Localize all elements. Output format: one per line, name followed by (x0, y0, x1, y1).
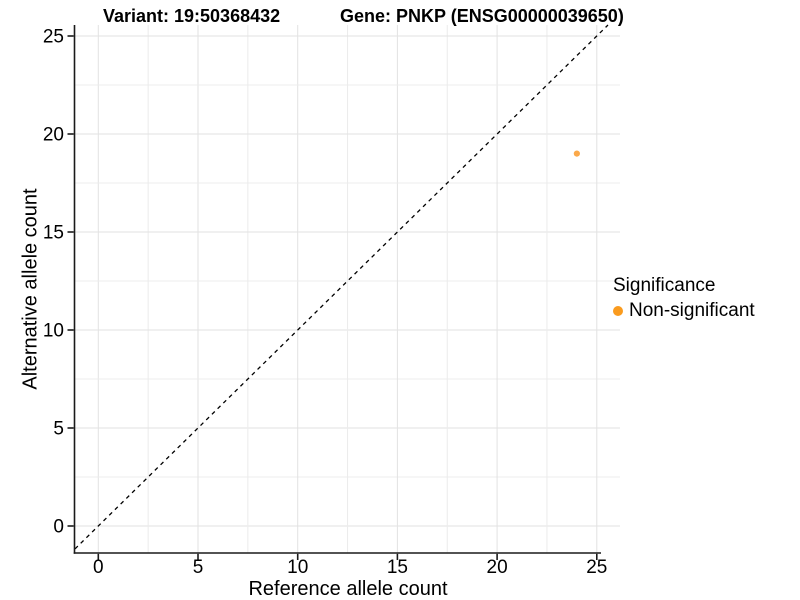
x-tick-label: 25 (586, 557, 607, 578)
x-tick-label: 20 (487, 557, 508, 578)
y-tick-label: 15 (43, 223, 64, 244)
x-tick-label: 5 (193, 557, 204, 578)
y-tick-label: 5 (53, 419, 64, 440)
legend-entry: Non-significant (613, 300, 755, 322)
x-tick-label: 0 (93, 557, 104, 578)
identity-line (74, 24, 609, 550)
legend: Significance Non-significant (613, 275, 755, 322)
y-tick-label: 10 (43, 321, 64, 342)
y-tick-label: 25 (43, 27, 64, 48)
legend-title: Significance (613, 275, 716, 296)
y-tick-label: 0 (53, 517, 64, 538)
y-tick-label: 20 (43, 125, 64, 146)
x-tick-label: 10 (287, 557, 308, 578)
y-axis-title: Alternative allele count (19, 188, 42, 390)
legend-entry-label: Non-significant (629, 300, 755, 321)
plot-title-gene: Gene: PNKP (ENSG00000039650) (340, 6, 624, 26)
plot-title-variant: Variant: 19:50368432 (103, 6, 281, 26)
data-point (573, 150, 580, 157)
x-tick-label: 15 (387, 557, 408, 578)
x-axis-title: Reference allele count (248, 578, 448, 600)
legend-marker-circle-icon (613, 306, 623, 316)
